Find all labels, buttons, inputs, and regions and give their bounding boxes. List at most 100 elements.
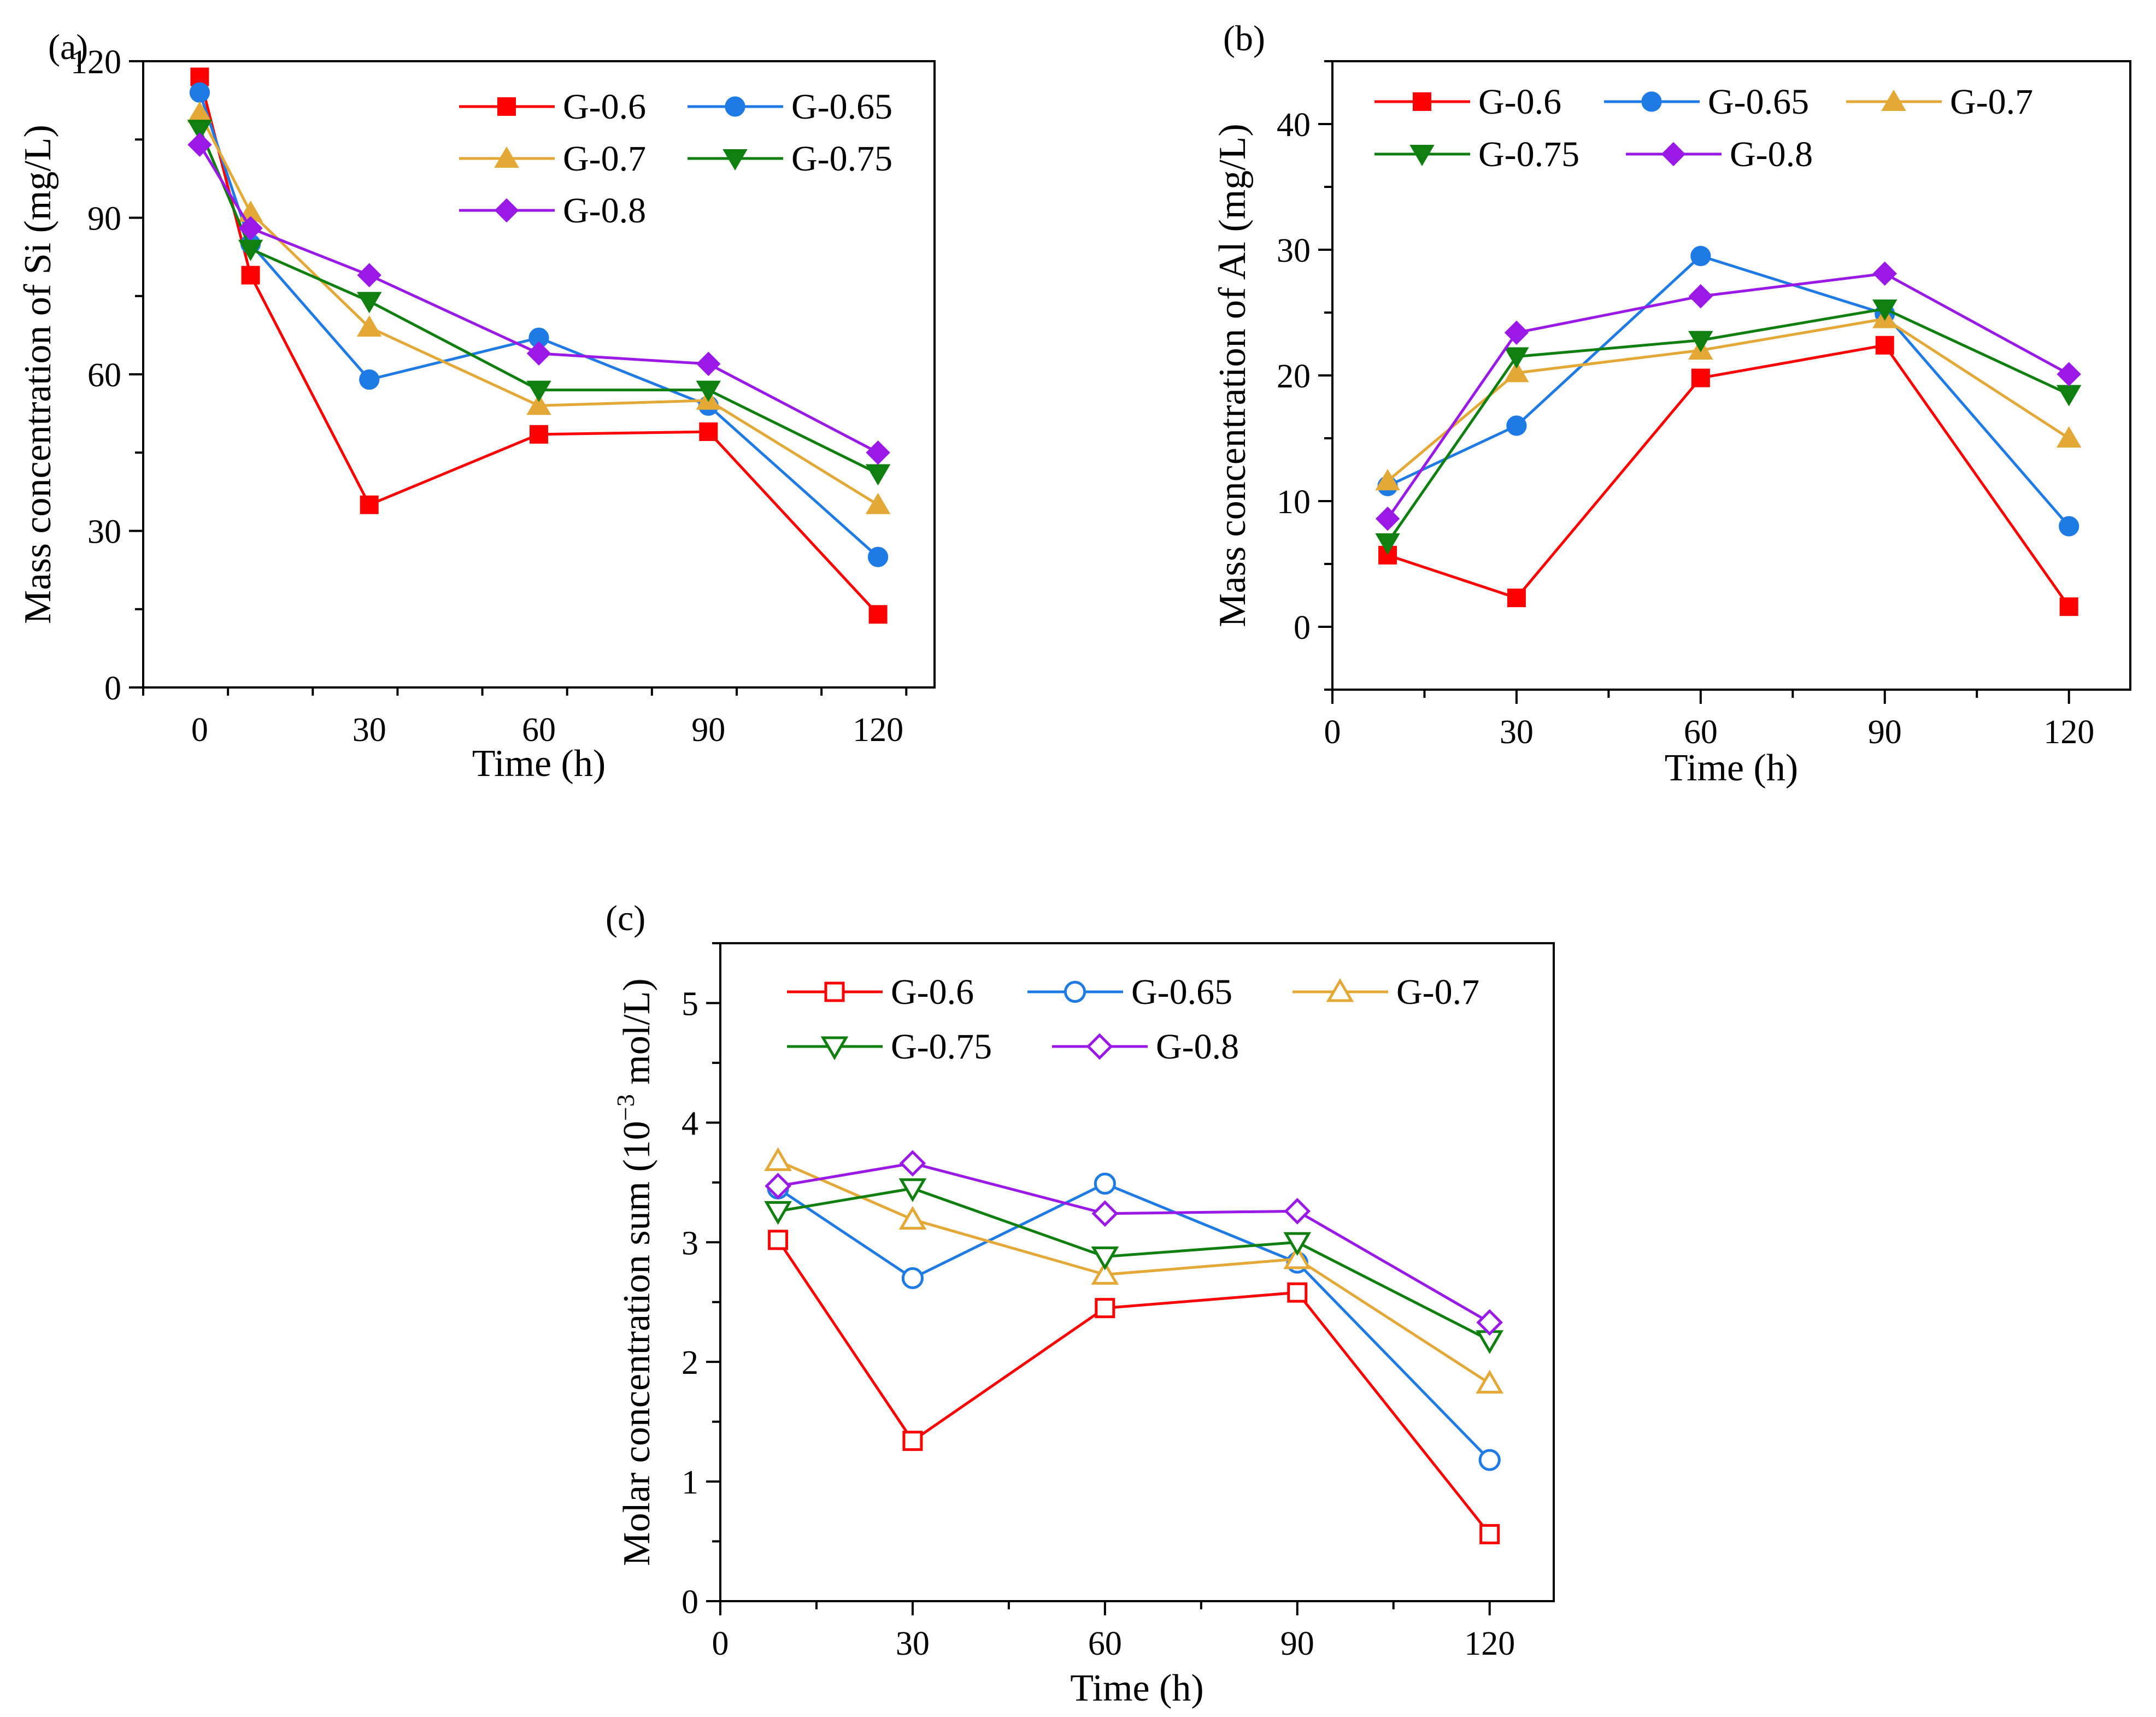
data-point bbox=[1872, 261, 1897, 286]
series-G-0.8 bbox=[1375, 261, 2081, 531]
data-point bbox=[901, 1267, 924, 1290]
data-point bbox=[765, 1173, 791, 1199]
data-point bbox=[1875, 336, 1894, 355]
legend-label: G-0.7 bbox=[1396, 972, 1479, 1012]
series-G-0.8 bbox=[765, 1150, 1503, 1336]
legend-label: G-0.75 bbox=[1478, 134, 1579, 174]
y-tick-label: 30 bbox=[87, 514, 121, 551]
x-tick-label: 90 bbox=[1868, 714, 1902, 751]
x-tick-label: 0 bbox=[191, 712, 208, 749]
x-tick-label: 120 bbox=[2043, 714, 2094, 751]
x-tick-label: 30 bbox=[353, 712, 386, 749]
legend-marker bbox=[725, 96, 745, 117]
legend-marker bbox=[1064, 980, 1086, 1003]
data-point bbox=[865, 492, 891, 514]
legend-entry-G-0.6: G-0.6 bbox=[1374, 82, 1561, 122]
x-tick-label: 120 bbox=[853, 712, 903, 749]
x-tick-label: 60 bbox=[522, 712, 556, 749]
x-axis-label: Time (h) bbox=[472, 743, 606, 785]
data-point bbox=[1375, 506, 1400, 531]
data-point bbox=[1479, 1524, 1500, 1544]
data-point bbox=[898, 1206, 927, 1230]
legend-label: G-0.6 bbox=[891, 972, 974, 1012]
y-tick-label: 10 bbox=[1277, 484, 1311, 521]
data-point bbox=[2057, 362, 2081, 386]
x-tick-label: 120 bbox=[1464, 1625, 1515, 1662]
legend-marker bbox=[494, 198, 519, 223]
data-point bbox=[1690, 245, 1711, 267]
data-point bbox=[1287, 1282, 1308, 1303]
legend-marker bbox=[1086, 1033, 1113, 1060]
data-point bbox=[1504, 347, 1529, 369]
plot-frame bbox=[719, 942, 1555, 1602]
series-G-0.65 bbox=[767, 1172, 1501, 1471]
data-point bbox=[356, 292, 382, 314]
legend-label: G-0.7 bbox=[1950, 82, 2033, 122]
legend-entry-G-0.8: G-0.8 bbox=[1626, 134, 1813, 174]
x-tick-label: 0 bbox=[1324, 714, 1341, 751]
data-point bbox=[1476, 1309, 1503, 1336]
y-tick-label: 4 bbox=[682, 1105, 698, 1142]
x-tick-label: 60 bbox=[1684, 714, 1718, 751]
y-tick-label: 40 bbox=[1277, 107, 1311, 144]
series-G-0.75 bbox=[187, 120, 891, 486]
data-point bbox=[1095, 1298, 1115, 1319]
x-tick-label: 0 bbox=[712, 1625, 729, 1662]
panel-a: 0 30 60 90 120 0 30 60 90 120 Time (h) Mass concent… bbox=[17, 27, 936, 785]
data-point bbox=[902, 1431, 923, 1451]
y-tick-label: 0 bbox=[1294, 609, 1311, 646]
data-point bbox=[526, 380, 551, 402]
x-tick-label: 90 bbox=[691, 712, 725, 749]
data-point bbox=[1375, 469, 1400, 491]
y-axis-label: Mass concentration of Al (mg/L) bbox=[1212, 124, 1254, 627]
legend-entry-G-0.75: G-0.75 bbox=[787, 1027, 992, 1067]
data-point bbox=[187, 120, 213, 142]
y-axis-label: Molar concentration sum (10−3 mol/L) bbox=[612, 978, 658, 1566]
data-point bbox=[1375, 533, 1400, 555]
series-G-0.6 bbox=[1378, 336, 2078, 616]
data-point bbox=[189, 82, 210, 103]
legend-entry-G-0.75: G-0.75 bbox=[688, 139, 892, 179]
data-point bbox=[1688, 284, 1713, 309]
series-G-0.75 bbox=[764, 1178, 1504, 1354]
x-tick-label: 30 bbox=[896, 1625, 930, 1662]
legend-marker bbox=[1326, 978, 1354, 1002]
legend-entry-G-0.6: G-0.6 bbox=[459, 87, 646, 127]
series-G-0.6 bbox=[768, 1230, 1500, 1544]
x-axis-label: Time (h) bbox=[1070, 1667, 1203, 1709]
series-line bbox=[198, 144, 879, 454]
data-point bbox=[1504, 320, 1529, 345]
x-tick-label: 90 bbox=[1280, 1625, 1314, 1662]
data-point bbox=[866, 440, 890, 465]
series-G-0.7 bbox=[764, 1147, 1504, 1394]
legend-entry-G-0.65: G-0.65 bbox=[688, 87, 892, 127]
data-point bbox=[1506, 415, 1527, 436]
x-tick-label: 30 bbox=[1500, 714, 1534, 751]
legend-marker bbox=[497, 97, 516, 116]
y-tick-label: 20 bbox=[1277, 358, 1311, 395]
y-tick-label: 0 bbox=[104, 670, 121, 707]
legend-entry-G-0.65: G-0.65 bbox=[1604, 82, 1809, 122]
data-point bbox=[696, 351, 721, 377]
legend-entry-G-0.8: G-0.8 bbox=[459, 191, 646, 231]
panel-label: (a) bbox=[48, 27, 88, 67]
legend-label: G-0.65 bbox=[791, 87, 892, 127]
panel-label: (c) bbox=[606, 898, 645, 938]
data-point bbox=[187, 132, 212, 157]
legend-entry-G-0.6: G-0.6 bbox=[787, 972, 974, 1012]
data-point bbox=[1872, 299, 1897, 321]
data-point bbox=[696, 380, 721, 402]
data-point bbox=[241, 266, 260, 285]
legend-label: G-0.8 bbox=[1156, 1027, 1239, 1067]
data-point bbox=[526, 341, 551, 366]
series-G-0.8 bbox=[187, 132, 890, 465]
legend-marker bbox=[1881, 90, 1906, 111]
legend-label: G-0.6 bbox=[1478, 82, 1561, 122]
legend-label: G-0.75 bbox=[791, 139, 892, 179]
y-tick-label: 5 bbox=[682, 985, 698, 1022]
y-tick-label: 2 bbox=[682, 1344, 698, 1381]
data-point bbox=[1284, 1198, 1311, 1225]
data-point bbox=[357, 263, 381, 287]
data-point bbox=[868, 605, 888, 624]
